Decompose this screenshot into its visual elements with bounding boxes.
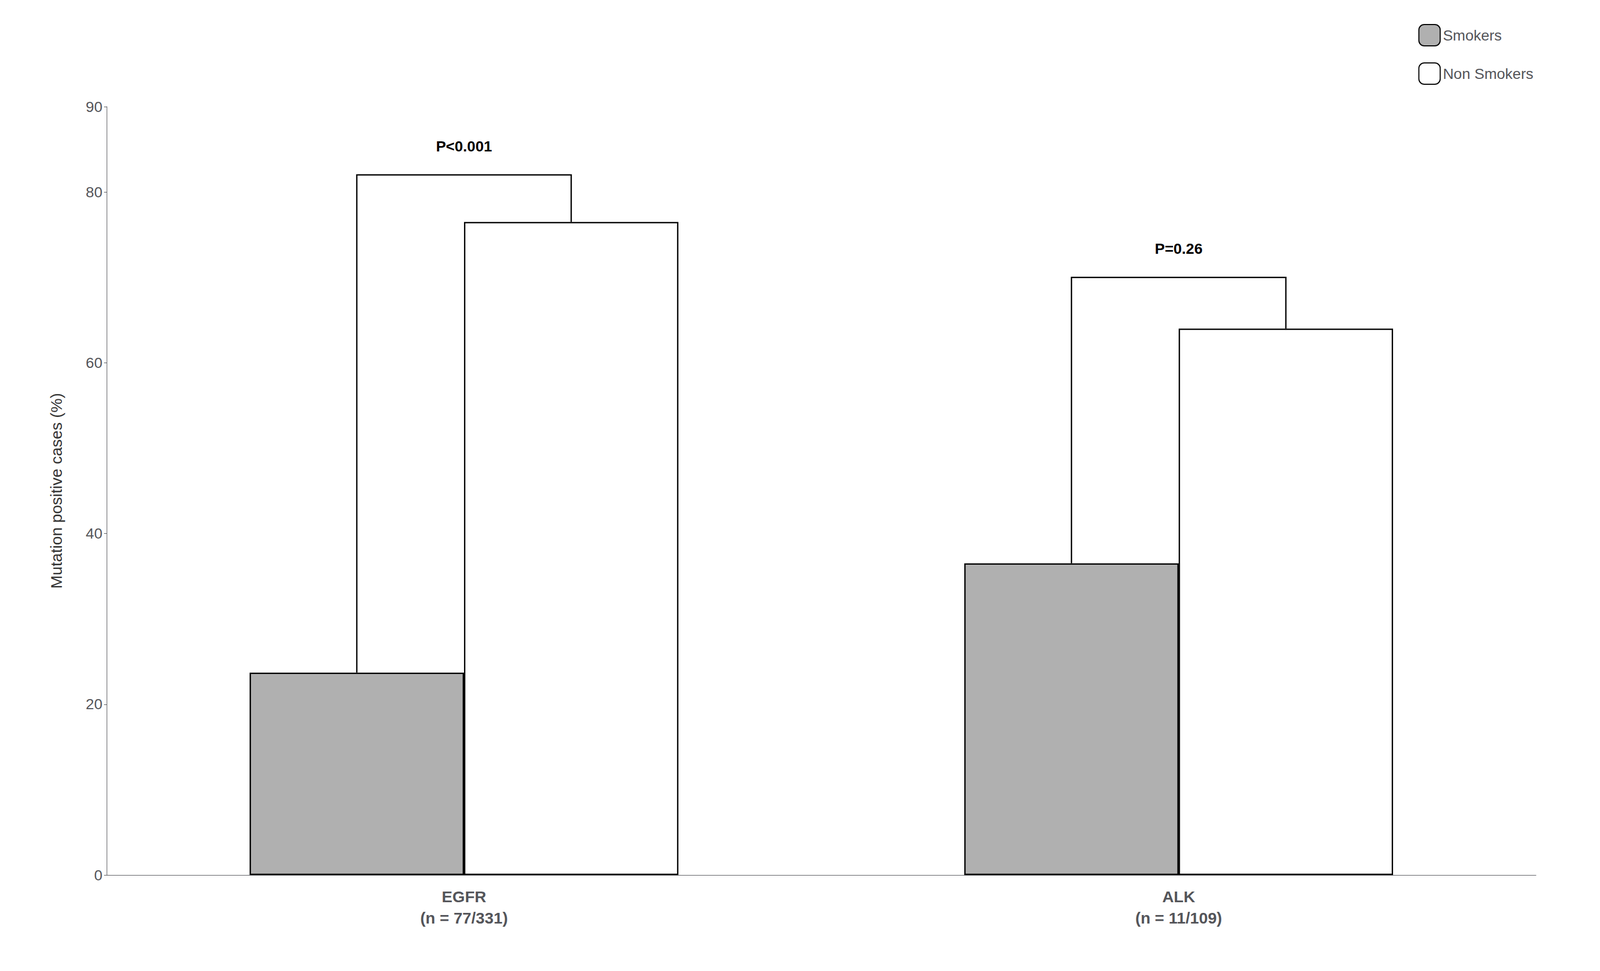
svg-text:80: 80 [85, 184, 103, 201]
svg-text:EGFR: EGFR [441, 888, 487, 906]
svg-text:P=0.26: P=0.26 [1154, 240, 1203, 258]
svg-text:20: 20 [85, 696, 103, 713]
svg-text:40: 40 [85, 525, 103, 542]
svg-text:60: 60 [85, 354, 103, 372]
svg-text:Mutation positive cases (%): Mutation positive cases (%) [47, 393, 66, 589]
svg-text:0: 0 [93, 867, 103, 884]
svg-text:(n = 11/109): (n = 11/109) [1135, 909, 1223, 927]
svg-text:Non Smokers: Non Smokers [1442, 65, 1534, 83]
svg-text:(n = 77/331): (n = 77/331) [420, 909, 508, 927]
svg-text:P<0.001: P<0.001 [435, 138, 492, 155]
svg-text:Smokers: Smokers [1442, 27, 1502, 44]
svg-text:90: 90 [85, 98, 103, 116]
svg-text:ALK: ALK [1162, 888, 1196, 906]
